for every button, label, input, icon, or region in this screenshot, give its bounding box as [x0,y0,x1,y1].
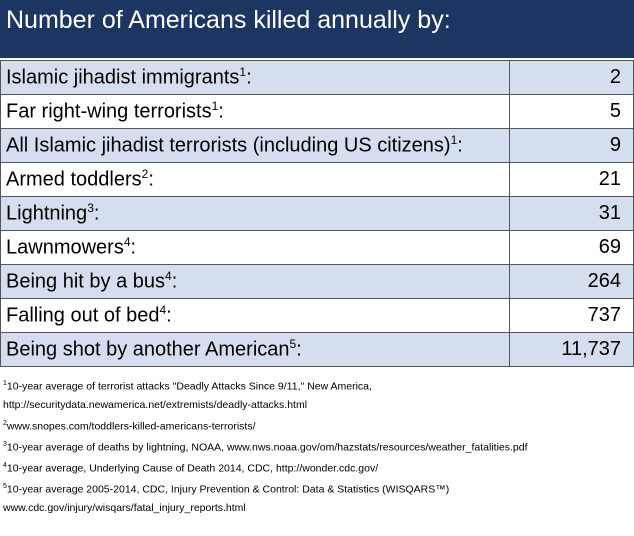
footnote-mark: 2 [3,419,7,427]
row-label: Islamic jihadist immigrants [6,66,240,89]
row-label-end: : [93,202,100,225]
row-label-end: : [457,134,463,157]
table-row: Lawnmowers4: 69 [0,230,634,265]
row-label-cell: Being hit by a bus4: [0,264,510,299]
row-label-cell: Islamic jihadist immigrants1: [0,60,510,95]
row-label-cell: Armed toddlers2: [0,162,510,197]
footnote-text: 10-year average of deaths by lightning, … [6,441,528,453]
row-value: 5 [509,94,634,129]
footnote-text: 10-year average 2005-2014, CDC, Injury P… [6,483,450,495]
footnote-ref: 1 [211,99,219,114]
footnote-ref: 1 [450,133,458,148]
footnote-line: 410-year average, Underlying Cause of De… [3,457,634,478]
footnote-mark: 5 [3,482,7,490]
row-label-end: : [246,66,252,89]
table-row: Islamic jihadist immigrants1: 2 [0,60,634,95]
footnote-ref: 5 [289,337,297,352]
footnote-ref: 1 [239,65,247,80]
row-label: Falling out of bed [6,304,160,327]
row-label: Lightning [6,202,88,225]
table-row: Being hit by a bus4: 264 [0,264,634,299]
row-value: 31 [509,196,634,231]
footnote-ref: 4 [123,235,131,250]
footnote-ref: 4 [159,303,167,318]
row-label-cell: Lawnmowers4: [0,230,510,265]
row-label-end: : [218,100,224,123]
row-label-cell: Falling out of bed4: [0,298,510,333]
row-label-end: : [296,338,302,361]
row-value: 9 [509,128,634,163]
row-label-cell: Lightning3: [0,196,510,231]
footnote-text: www.snopes.com/toddlers-killed-americans… [6,420,256,432]
row-label-cell: Being shot by another American5: [0,332,510,367]
table-row: Far right-wing terrorists1: 5 [0,94,634,129]
table-row: Lightning3: 31 [0,196,634,231]
footnote-line: 2www.snopes.com/toddlers-killed-american… [3,415,634,436]
footnote-mark: 1 [3,380,7,387]
header-title: Number of Americans killed annually by: [0,0,634,58]
row-value: 2 [509,60,634,95]
table-row: Armed toddlers2: 21 [0,162,634,197]
row-label-cell: Far right-wing terrorists1: [0,94,510,129]
row-label-end: : [166,304,172,327]
footnote-ref: 4 [165,269,172,284]
row-value: 21 [509,162,634,197]
footnotes: 110-year average of terrorist attacks "D… [0,375,634,517]
row-label: Far right-wing terrorists [6,100,212,123]
footnote-text: http://securitydata.newamerica.net/extre… [3,399,308,411]
footnote-ref: 2 [141,167,149,182]
footnote-text: 10-year average of terrorist attacks "De… [6,380,372,393]
footnote-ref: 3 [87,201,94,216]
table-row: Being shot by another American5: 11,737 [0,332,634,367]
footnote-mark: 4 [3,461,7,469]
row-label: Being shot by another American [6,338,290,361]
row-value: 737 [509,298,634,333]
table-body: Islamic jihadist immigrants1: 2 Far right-… [0,60,634,367]
row-label: Being hit by a bus [6,270,165,293]
row-value: 69 [509,230,634,265]
row-label-end: : [171,270,178,293]
footnote-line: 110-year average of terrorist attacks "D… [3,375,634,396]
row-label-end: : [130,236,137,259]
row-value: 264 [509,264,634,299]
row-label-cell: All Islamic jihadist terrorists (includi… [0,128,510,163]
row-label-end: : [148,168,154,191]
footnote-text: 10-year average, Underlying Cause of Dea… [6,462,379,474]
footnote-mark: 3 [3,440,7,448]
table-row: All Islamic jihadist terrorists (includi… [0,128,634,163]
row-label: Lawnmowers [6,236,124,259]
table: Islamic jihadist immigrants1: 2 Far right-… [0,60,634,367]
footnote-line: 310-year average of deaths by lightning,… [3,436,634,457]
footnote-line: www.cdc.gov/injury/wisqars/fatal_injury_… [3,499,634,518]
footnote-line: http://securitydata.newamerica.net/extre… [3,396,634,415]
footnote-line: 510-year average 2005-2014, CDC, Injury … [3,478,634,499]
row-label: Armed toddlers [6,168,142,191]
footnote-text: www.cdc.gov/injury/wisqars/fatal_injury_… [3,501,246,514]
table-row: Falling out of bed4: 737 [0,298,634,333]
row-label: All Islamic jihadist terrorists (includi… [6,134,451,157]
row-value: 11,737 [509,332,634,367]
